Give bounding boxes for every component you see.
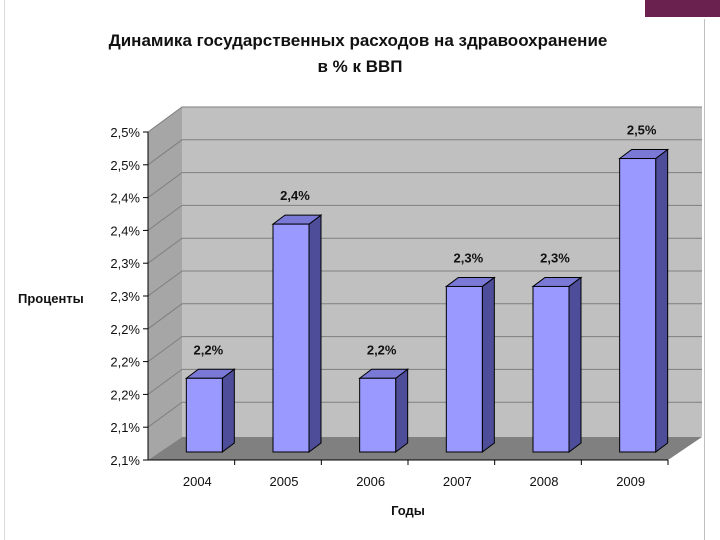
y-tick-label: 2,2% xyxy=(110,355,140,370)
bar-front xyxy=(185,377,223,453)
bar-2006 xyxy=(358,368,410,453)
y-tick-label: 2,2% xyxy=(110,322,140,337)
y-tick-label: 2,3% xyxy=(110,256,140,271)
bar-2009 xyxy=(618,148,670,453)
y-tick-label: 2,1% xyxy=(110,453,140,468)
y-tick-label: 2,3% xyxy=(110,289,140,304)
bar-2005 xyxy=(271,214,323,453)
y-tick-label: 2,5% xyxy=(110,125,140,140)
y-tick-label: 2,2% xyxy=(110,387,140,402)
gridline xyxy=(147,172,702,199)
y-tick-label: 2,4% xyxy=(110,223,140,238)
bar-side xyxy=(568,276,582,453)
data-label: 2,3% xyxy=(454,250,484,265)
slide-right-rule xyxy=(704,19,705,540)
bar-side xyxy=(481,276,495,453)
bar-side xyxy=(395,368,409,453)
gridline xyxy=(147,401,702,428)
data-label: 2,5% xyxy=(627,123,657,138)
gridline xyxy=(147,303,702,330)
bar-side xyxy=(221,368,235,453)
bar-2007 xyxy=(444,276,496,453)
data-label: 2,2% xyxy=(367,342,397,357)
gridline xyxy=(147,237,702,264)
y-tick-label: 2,1% xyxy=(110,420,140,435)
data-label: 2,2% xyxy=(194,342,224,357)
gridline xyxy=(147,368,702,395)
data-label: 2,4% xyxy=(280,188,310,203)
x-tick-label: 2004 xyxy=(183,474,212,489)
data-label: 2,3% xyxy=(540,250,570,265)
slide-accent-bar xyxy=(643,0,720,19)
gridline xyxy=(147,336,702,363)
bar-side xyxy=(655,148,669,453)
bar-2008 xyxy=(531,276,583,453)
gridline xyxy=(147,204,702,231)
gridline xyxy=(147,139,702,166)
gridline xyxy=(147,270,702,297)
x-axis-title: Годы xyxy=(391,503,425,518)
bar-front xyxy=(619,158,657,453)
bar-front xyxy=(359,377,397,453)
bar-2004 xyxy=(184,368,236,453)
y-axis-title: Проценты xyxy=(18,291,84,306)
bar-side xyxy=(308,214,322,453)
x-tick-label: 2008 xyxy=(530,474,559,489)
x-tick-label: 2005 xyxy=(270,474,299,489)
x-tick-label: 2006 xyxy=(356,474,385,489)
slide-left-border xyxy=(4,0,5,540)
bar-front xyxy=(445,285,483,453)
bar-front xyxy=(272,223,310,453)
x-tick-label: 2007 xyxy=(443,474,472,489)
gridline xyxy=(147,106,702,133)
bar-front xyxy=(532,285,570,453)
chart-subtitle: в % к ВВП xyxy=(317,57,402,76)
y-tick-label: 2,4% xyxy=(110,191,140,206)
y-tick-label: 2,5% xyxy=(110,158,140,173)
chart-title: Динамика государственных расходов на здр… xyxy=(109,31,608,50)
x-tick-label: 2009 xyxy=(616,474,645,489)
